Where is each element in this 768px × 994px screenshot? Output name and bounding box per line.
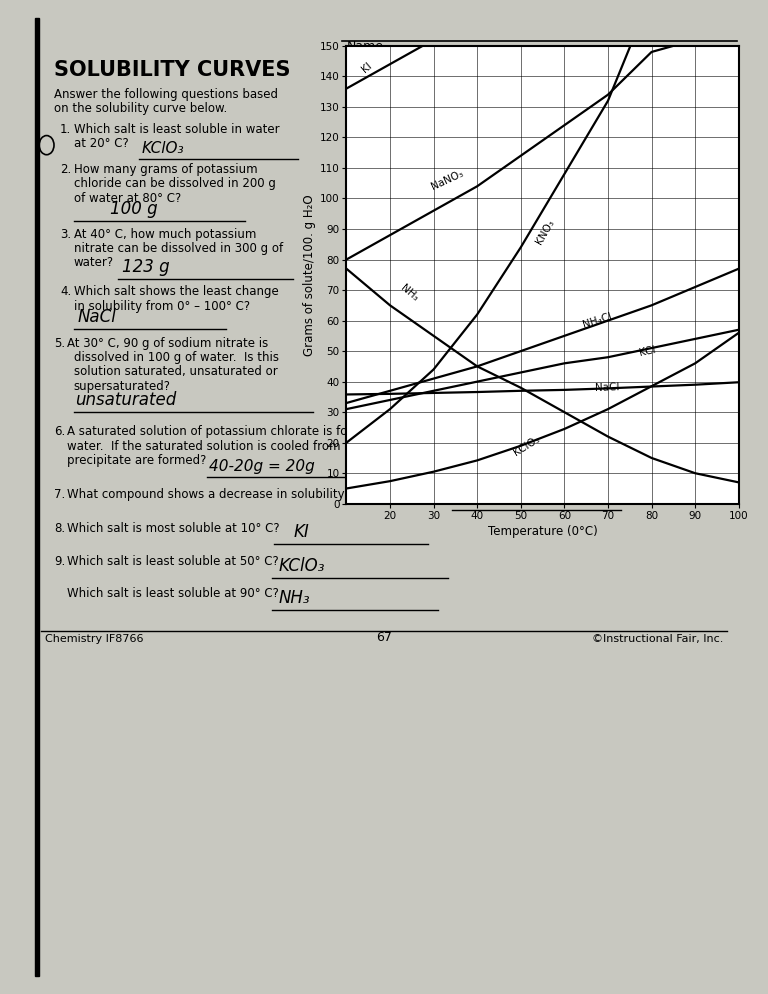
Text: of water at 80° C?: of water at 80° C? <box>74 192 180 205</box>
Text: NH₄Cl: NH₄Cl <box>582 311 614 330</box>
Text: Name: Name <box>346 40 383 53</box>
Text: KClO₃: KClO₃ <box>512 433 542 457</box>
Text: nitrate can be dissolved in 300 g of: nitrate can be dissolved in 300 g of <box>74 242 283 255</box>
Text: 40-20g = 20g: 40-20g = 20g <box>209 459 314 474</box>
Text: NH₃: NH₃ <box>279 588 310 607</box>
Text: on the solubility curve below.: on the solubility curve below. <box>55 102 227 115</box>
Text: water?: water? <box>74 256 114 269</box>
Text: Which salt is least soluble at 50° C?: Which salt is least soluble at 50° C? <box>67 556 279 569</box>
Bar <box>35 18 39 976</box>
Text: 1.: 1. <box>60 122 71 135</box>
Text: At 30° C, 90 g of sodium nitrate is: At 30° C, 90 g of sodium nitrate is <box>67 337 268 350</box>
Text: Which salt is most soluble at 10° C?: Which salt is most soluble at 10° C? <box>67 522 280 535</box>
Text: supersaturated?: supersaturated? <box>74 380 170 393</box>
Text: chloride can be dissolved in 200 g: chloride can be dissolved in 200 g <box>74 178 276 191</box>
Text: Answer the following questions based: Answer the following questions based <box>55 87 278 100</box>
Text: precipitate are formed?: precipitate are formed? <box>67 454 207 467</box>
Text: KNO₃: KNO₃ <box>534 218 556 247</box>
Text: What compound shows a decrease in solubility from 0° to 100° C?: What compound shows a decrease in solubi… <box>67 488 458 501</box>
Text: At 40° C, how much potassium: At 40° C, how much potassium <box>74 228 256 241</box>
Text: 9.: 9. <box>55 556 65 569</box>
Text: KI: KI <box>293 524 310 542</box>
Text: 7.: 7. <box>55 488 65 501</box>
Text: 6.: 6. <box>55 425 65 438</box>
Text: KClO₃: KClO₃ <box>142 141 184 156</box>
Text: KI: KI <box>359 61 373 75</box>
Text: unsaturated: unsaturated <box>75 392 177 410</box>
Text: at 20° C?: at 20° C? <box>74 137 128 150</box>
Text: 8.: 8. <box>55 522 65 535</box>
Text: SOLUBILITY CURVES: SOLUBILITY CURVES <box>55 60 291 80</box>
Text: 123 g: 123 g <box>122 258 170 276</box>
Text: A saturated solution of potassium chlorate is formed from one hundred grams of: A saturated solution of potassium chlora… <box>67 425 545 438</box>
Text: NH₃: NH₃ <box>459 490 491 508</box>
Text: Which salt is least soluble in water: Which salt is least soluble in water <box>74 122 280 135</box>
Text: Which salt is least soluble at 90° C?: Which salt is least soluble at 90° C? <box>67 587 279 600</box>
Text: 5.: 5. <box>55 337 65 350</box>
Text: 4.: 4. <box>60 285 71 298</box>
Text: KClO₃: KClO₃ <box>279 557 326 576</box>
Text: NaNO₃: NaNO₃ <box>429 168 465 192</box>
Text: NH₃: NH₃ <box>399 283 420 303</box>
Text: NaCl: NaCl <box>78 308 116 326</box>
Text: 3.: 3. <box>60 228 71 241</box>
Text: in solubility from 0° – 100° C?: in solubility from 0° – 100° C? <box>74 300 250 313</box>
Text: water.  If the saturated solution is cooled from 80° C to 50° C, how many grams : water. If the saturated solution is cool… <box>67 439 554 452</box>
Text: KCl: KCl <box>638 345 657 358</box>
Text: 67: 67 <box>376 631 392 644</box>
Text: 2.: 2. <box>60 163 71 176</box>
Text: Chemistry IF8766: Chemistry IF8766 <box>45 634 143 644</box>
Text: 100 g: 100 g <box>111 201 158 219</box>
X-axis label: Temperature (0°C): Temperature (0°C) <box>488 525 598 538</box>
Text: solution saturated, unsaturated or: solution saturated, unsaturated or <box>74 366 277 379</box>
Text: Which salt shows the least change: Which salt shows the least change <box>74 285 278 298</box>
Text: dissolved in 100 g of water.  Is this: dissolved in 100 g of water. Is this <box>74 351 279 364</box>
Text: NaCl: NaCl <box>595 383 620 394</box>
Text: ©Instructional Fair, Inc.: ©Instructional Fair, Inc. <box>592 634 723 644</box>
Text: How many grams of potassium: How many grams of potassium <box>74 163 257 176</box>
Y-axis label: Grams of solute/100. g H₂O: Grams of solute/100. g H₂O <box>303 194 316 356</box>
